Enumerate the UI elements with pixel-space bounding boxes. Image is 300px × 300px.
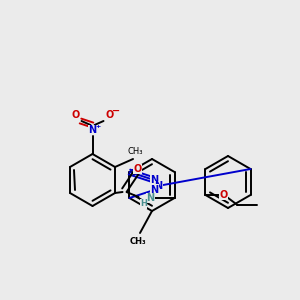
Text: −: − — [112, 106, 121, 116]
Text: O: O — [105, 110, 114, 120]
Text: N: N — [150, 185, 158, 195]
Text: N: N — [154, 181, 162, 191]
Text: O: O — [134, 164, 142, 174]
Text: +: + — [95, 124, 100, 128]
Text: H: H — [140, 200, 147, 208]
Text: O: O — [219, 190, 228, 200]
Text: O: O — [71, 110, 80, 120]
Text: N: N — [88, 125, 97, 135]
Text: N: N — [150, 175, 158, 185]
Text: CH₃: CH₃ — [127, 148, 143, 157]
Text: CH₃: CH₃ — [130, 236, 146, 245]
Text: N: N — [146, 193, 154, 203]
